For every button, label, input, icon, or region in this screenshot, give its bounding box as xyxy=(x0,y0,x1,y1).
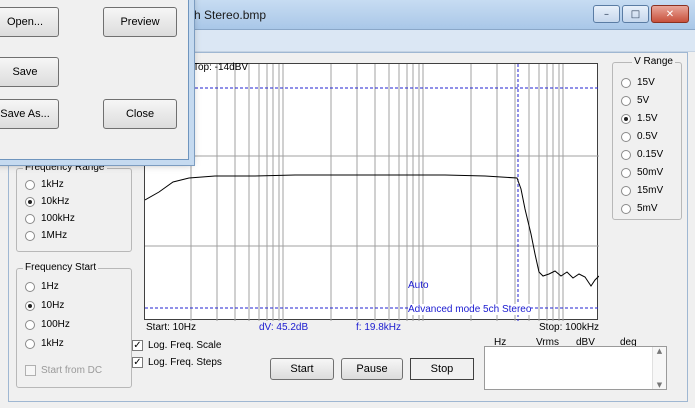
dbv-header: dBV xyxy=(576,337,595,348)
window-controls: – □ ✕ xyxy=(593,5,689,23)
v-range-option[interactable]: 1.5V xyxy=(621,113,658,124)
v-range-option[interactable]: 50mV xyxy=(621,167,663,178)
v-range-option-label: 50mV xyxy=(637,167,664,178)
check-icon: ✓ xyxy=(132,340,143,351)
log-freq-steps-label: Log. Freq. Steps xyxy=(148,357,222,368)
open-button[interactable]: Open... xyxy=(0,7,59,37)
start-from-dc-checkbox[interactable]: Start from DC xyxy=(25,365,102,376)
frequency-range-option-label: 1MHz xyxy=(41,230,68,241)
preview-button[interactable]: Preview xyxy=(103,7,177,37)
frequency-range-option[interactable]: 100kHz xyxy=(25,213,75,224)
frequency-start-option[interactable]: 10Hz xyxy=(25,300,64,311)
frequency-range-group: Frequency Range 1kHz 10kHz 100kHz 1MHz xyxy=(16,162,132,252)
frequency-range-option[interactable]: 1MHz xyxy=(25,230,67,241)
frequency-start-option-label: 1kHz xyxy=(41,338,64,349)
save-as-button[interactable]: Save As... xyxy=(0,99,59,129)
radio-button[interactable] xyxy=(621,113,631,124)
start-from-dc-label: Start from DC xyxy=(41,365,103,376)
frequency-start-group: Frequency Start 1Hz 10Hz 100Hz 1kHz Start f… xyxy=(16,262,132,388)
stop-frequency-label: Stop: 100kHz xyxy=(539,322,600,333)
f-label: f: 19.8kHz xyxy=(356,322,402,333)
v-range-option[interactable]: 5V xyxy=(621,95,649,106)
frequency-range-option[interactable]: 1kHz xyxy=(25,179,64,190)
radio-button[interactable] xyxy=(25,338,35,349)
deg-header: deg xyxy=(620,337,637,348)
v-range-group: V Range 15V 5V 1.5V 0.5V 0.15V 50mV 15mV 5mV xyxy=(612,56,682,220)
v-range-option[interactable]: 0.15V xyxy=(621,149,663,160)
v-range-option-label: 5V xyxy=(637,95,650,106)
v-range-title: V Range xyxy=(632,56,675,67)
v-range-option[interactable]: 15V xyxy=(621,77,655,88)
radio-button[interactable] xyxy=(25,281,35,292)
maximize-button[interactable]: □ xyxy=(622,5,649,23)
frequency-range-option[interactable]: 10kHz xyxy=(25,196,69,207)
start-frequency-label: Start: 10Hz xyxy=(146,322,197,333)
radio-button[interactable] xyxy=(621,167,631,178)
output-textbox[interactable]: ▲ ▼ xyxy=(484,346,667,390)
dv-label: dV: 45.2dB xyxy=(259,322,309,333)
check-icon: ✓ xyxy=(132,357,143,368)
radio-button[interactable] xyxy=(25,300,35,311)
scroll-up-icon[interactable]: ▲ xyxy=(656,347,663,355)
log-freq-steps-checkbox[interactable]: ✓ Log. Freq. Steps xyxy=(132,357,222,368)
minimize-button[interactable]: – xyxy=(593,5,620,23)
frequency-start-option-label: 100Hz xyxy=(41,319,70,330)
mode-label: Advanced mode 5ch Stereo xyxy=(408,304,532,315)
radio-button[interactable] xyxy=(621,203,631,214)
output-scrollbar[interactable]: ▲ ▼ xyxy=(652,347,666,389)
window-title: ch Stereo.bmp xyxy=(188,8,267,22)
v-range-option[interactable]: 0.5V xyxy=(621,131,658,142)
log-freq-scale-label: Log. Freq. Scale xyxy=(148,340,222,351)
file-dialog: Open... Preview Save Save As... Close xyxy=(0,0,189,160)
auto-label: Auto xyxy=(408,280,429,291)
radio-button[interactable] xyxy=(25,319,35,330)
frequency-start-option-label: 10Hz xyxy=(41,300,65,311)
top-label: Top: -14dBV xyxy=(193,62,249,73)
radio-button[interactable] xyxy=(25,179,35,190)
graph-canvas xyxy=(145,64,599,321)
v-range-option-label: 15V xyxy=(637,77,655,88)
v-range-option-label: 0.15V xyxy=(637,149,664,160)
vrms-header: Vrms xyxy=(536,337,559,348)
radio-button[interactable] xyxy=(621,185,631,196)
frequency-start-option-label: 1Hz xyxy=(41,281,59,292)
start-button[interactable]: Start xyxy=(270,358,334,380)
frequency-range-option-label: 10kHz xyxy=(41,196,70,207)
pause-button[interactable]: Pause xyxy=(341,358,403,380)
v-range-option-label: 5mV xyxy=(637,203,658,214)
frequency-response-graph: Top: -14dBV Auto Advanced mode 5ch Stere… xyxy=(144,62,599,321)
frequency-start-title: Frequency Start xyxy=(23,262,99,273)
radio-button[interactable] xyxy=(25,196,35,207)
save-button[interactable]: Save xyxy=(0,57,59,87)
stop-button[interactable]: Stop xyxy=(410,358,474,380)
close-window-button[interactable]: ✕ xyxy=(651,5,689,23)
radio-button[interactable] xyxy=(25,213,35,224)
radio-button[interactable] xyxy=(621,131,631,142)
frequency-range-option-label: 1kHz xyxy=(41,179,64,190)
v-range-option[interactable]: 15mV xyxy=(621,185,663,196)
radio-button[interactable] xyxy=(621,149,631,160)
frequency-range-option-label: 100kHz xyxy=(41,213,75,224)
radio-button[interactable] xyxy=(25,230,35,241)
frequency-start-option[interactable]: 1kHz xyxy=(25,338,64,349)
close-dialog-button[interactable]: Close xyxy=(103,99,177,129)
frequency-start-option[interactable]: 1Hz xyxy=(25,281,59,292)
log-freq-scale-checkbox[interactable]: ✓ Log. Freq. Scale xyxy=(132,340,221,351)
v-range-option-label: 0.5V xyxy=(637,131,658,142)
radio-button[interactable] xyxy=(621,77,631,88)
checkbox-box xyxy=(25,365,36,376)
frequency-start-option[interactable]: 100Hz xyxy=(25,319,70,330)
scroll-down-icon[interactable]: ▼ xyxy=(656,381,663,389)
hz-header: Hz xyxy=(494,337,507,348)
v-range-option-label: 15mV xyxy=(637,185,664,196)
v-range-option[interactable]: 5mV xyxy=(621,203,658,214)
frequency-range-title: Frequency Range xyxy=(23,162,107,173)
v-range-option-label: 1.5V xyxy=(637,113,658,124)
response-curve xyxy=(145,174,599,287)
radio-button[interactable] xyxy=(621,95,631,106)
